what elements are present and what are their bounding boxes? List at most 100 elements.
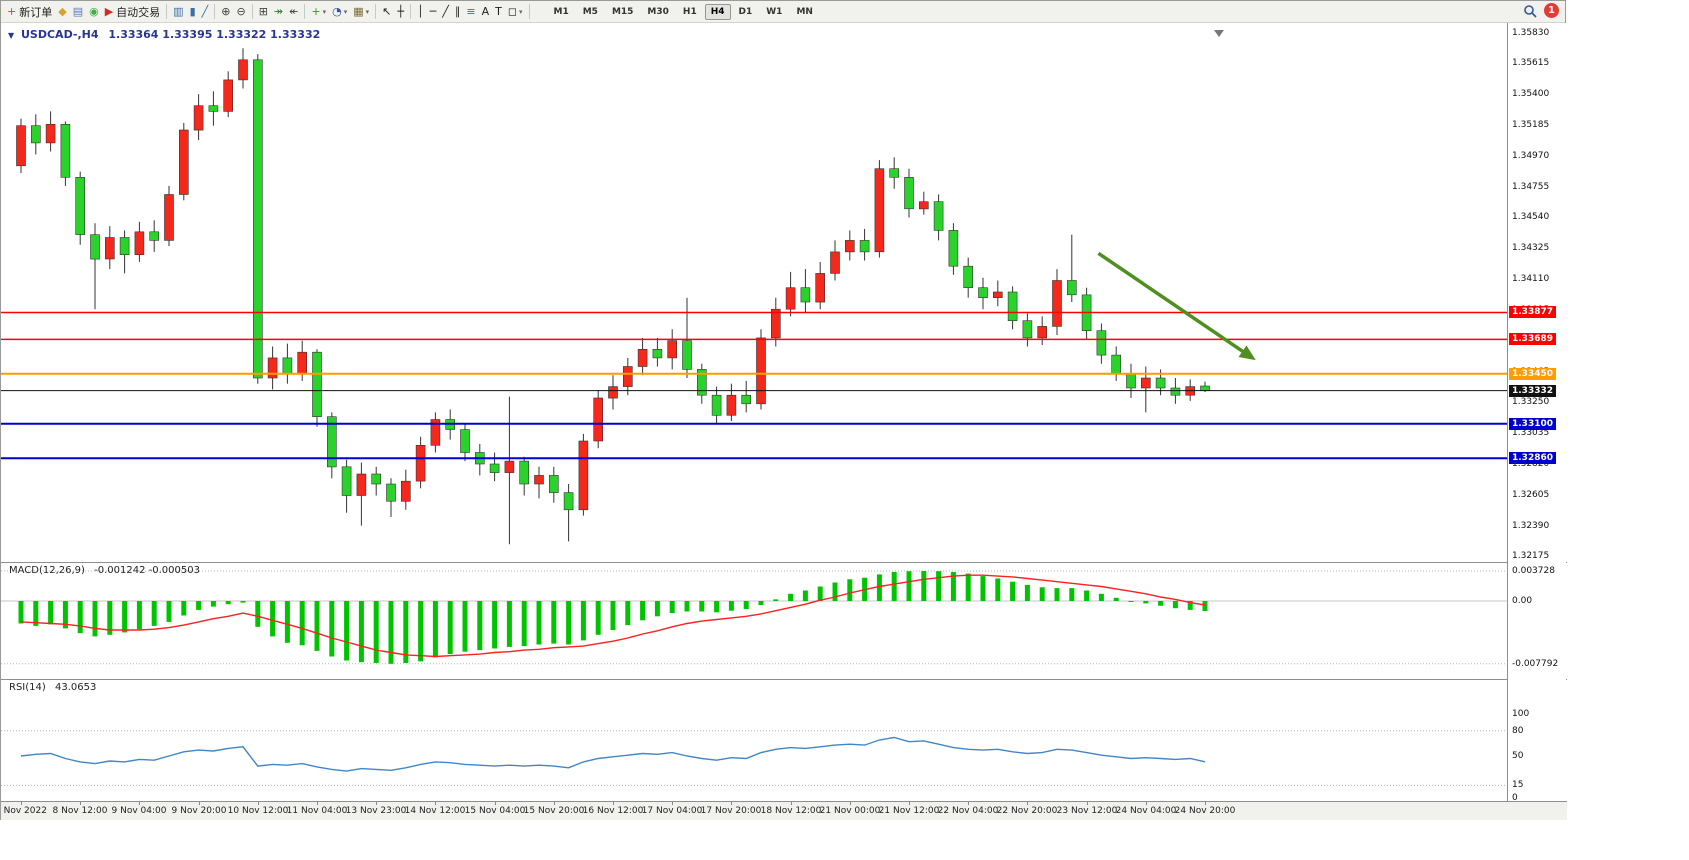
templates-button[interactable]: ▦ ▾ bbox=[350, 3, 372, 21]
timeframe-mn-button[interactable]: MN bbox=[796, 6, 813, 17]
time-axis-label: 9 Nov 04:00 bbox=[111, 806, 167, 816]
crosshair-tool-button[interactable]: ┼ bbox=[394, 3, 407, 21]
timeframe-w1-button[interactable]: W1 bbox=[766, 6, 783, 17]
price-axis-label: 1.33035 bbox=[1512, 428, 1550, 439]
timeframe-m1-button[interactable]: M1 bbox=[553, 6, 569, 17]
candle-down bbox=[889, 168, 900, 178]
macd-histogram-bar bbox=[669, 601, 675, 614]
fibonacci-tool-icon: ≡ bbox=[466, 5, 476, 18]
time-axis-label: 14 Nov 12:00 bbox=[404, 806, 466, 816]
macd-histogram-bar bbox=[1054, 588, 1060, 601]
vertical-line-tool-button[interactable]: │ bbox=[414, 3, 427, 21]
candle-down bbox=[563, 492, 574, 511]
zoom-out-button[interactable]: ⊖ bbox=[233, 3, 248, 21]
macd-panel-canvas[interactable] bbox=[1, 563, 1507, 679]
candle-up bbox=[815, 273, 826, 303]
macd-histogram-bar bbox=[462, 601, 468, 652]
pane-separator[interactable] bbox=[1, 562, 1567, 563]
periods-button[interactable]: ◔ ▾ bbox=[329, 3, 350, 21]
candle-down bbox=[1007, 291, 1018, 322]
chart-dropdown-icon[interactable]: ▼ bbox=[8, 31, 15, 40]
macd-histogram-bar bbox=[654, 601, 660, 617]
channel-tool-button[interactable]: ∥ bbox=[452, 3, 464, 21]
macd-histogram-bar bbox=[1084, 590, 1090, 601]
autotrading-button[interactable]: ▶ 自动交易 bbox=[102, 3, 163, 21]
dropdown-caret-icon: ▾ bbox=[322, 7, 327, 16]
candle-down bbox=[933, 201, 944, 231]
candlestick-chart-button[interactable]: ▮ bbox=[187, 3, 199, 21]
timeframe-m15-button[interactable]: M15 bbox=[611, 6, 634, 17]
timeframe-m5-button[interactable]: M5 bbox=[582, 6, 598, 17]
horizontal-line-tool-button[interactable]: ─ bbox=[427, 3, 440, 21]
trendline-tool-button[interactable]: ╱ bbox=[439, 3, 452, 21]
chart-shift-marker[interactable] bbox=[1214, 30, 1224, 37]
trendline-tool-icon: ╱ bbox=[442, 5, 449, 18]
candle-up bbox=[45, 124, 56, 144]
timeframe-m30-button[interactable]: M30 bbox=[647, 6, 669, 17]
time-axis-label: 7 Nov 2022 bbox=[0, 806, 47, 816]
support-line-1-badge: 1.33100 bbox=[1509, 417, 1556, 430]
zoom-in-button[interactable]: ⊕ bbox=[218, 3, 233, 21]
timeframe-d1-button[interactable]: D1 bbox=[738, 6, 753, 17]
rsi-value: 43.0653 bbox=[54, 682, 97, 693]
bar-chart-button[interactable]: ▥ bbox=[170, 3, 186, 21]
rsi-axis-label: 80 bbox=[1512, 726, 1524, 736]
auto-scroll-button[interactable]: ↠ bbox=[271, 3, 286, 21]
timeframe-h4-button[interactable]: H4 bbox=[704, 3, 731, 20]
macd-histogram-bar bbox=[1113, 597, 1119, 601]
time-axis-label: 10 Nov 12:00 bbox=[227, 806, 289, 816]
candle-up bbox=[534, 475, 544, 485]
rsi-axis-label: 50 bbox=[1512, 751, 1524, 761]
macd-histogram-bar bbox=[580, 601, 586, 641]
candle-down bbox=[282, 357, 293, 374]
rsi-panel-canvas[interactable] bbox=[1, 680, 1507, 800]
candle-up bbox=[1141, 377, 1151, 389]
time-axis-tick bbox=[376, 802, 377, 805]
dropdown-caret-icon: ▾ bbox=[343, 7, 348, 16]
autotrading-button-label: 自动交易 bbox=[116, 5, 161, 19]
price-axis-label: 1.34325 bbox=[1512, 243, 1550, 254]
profiles-button[interactable]: ▤ bbox=[70, 3, 86, 21]
macd-histogram-bar bbox=[255, 601, 261, 627]
indicators-button[interactable]: + ▾ bbox=[308, 3, 329, 21]
time-axis-tick bbox=[672, 802, 673, 805]
macd-histogram-bar bbox=[329, 601, 335, 657]
chart-shift-button[interactable]: ↞ bbox=[286, 3, 301, 21]
macd-histogram-bar bbox=[758, 601, 764, 605]
arrows-tool-button[interactable]: ◻ ▾ bbox=[505, 3, 526, 21]
search-icon[interactable] bbox=[1523, 4, 1537, 18]
time-axis[interactable]: 7 Nov 2022 8 Nov 12:00 9 Nov 04:00 9 Nov 20… bbox=[0, 801, 1567, 820]
text-label-tool-button[interactable]: T bbox=[492, 3, 505, 21]
price-axis-label: 1.32605 bbox=[1512, 489, 1550, 500]
candle-down bbox=[119, 237, 130, 256]
line-chart-button[interactable]: ╱ bbox=[199, 3, 212, 21]
line-chart-icon: ╱ bbox=[201, 5, 209, 18]
charts-button[interactable]: ◆ bbox=[55, 3, 69, 21]
macd-histogram-bar bbox=[921, 571, 927, 601]
zoom-in-icon: ⊕ bbox=[221, 5, 231, 18]
macd-histogram-bar bbox=[551, 601, 557, 644]
macd-name: MACD(12,26,9) bbox=[9, 565, 85, 576]
macd-axis-label: -0.007792 bbox=[1512, 659, 1559, 669]
macd-histogram-bar bbox=[270, 601, 276, 637]
macd-histogram-bar bbox=[1158, 601, 1164, 606]
main-chart-canvas[interactable] bbox=[1, 23, 1507, 562]
trend-arrow[interactable] bbox=[1097, 251, 1256, 361]
time-axis-label: 13 Nov 23:00 bbox=[345, 806, 407, 816]
fibonacci-tool-button[interactable]: ≡ bbox=[463, 3, 478, 21]
toolbar-separator bbox=[214, 4, 216, 19]
timeframe-h1-button[interactable]: H1 bbox=[682, 6, 697, 17]
text-tool-button[interactable]: A bbox=[479, 3, 493, 21]
market-watch-button[interactable]: ◉ bbox=[86, 3, 102, 21]
candle-down bbox=[1111, 354, 1121, 375]
candle-up bbox=[785, 287, 796, 310]
price-axis-label: 1.32175 bbox=[1512, 551, 1550, 562]
cursor-tool-button[interactable]: ↖ bbox=[379, 3, 394, 21]
pane-separator[interactable] bbox=[1, 679, 1567, 680]
new-order-button[interactable]: + 新订单 bbox=[4, 3, 55, 21]
tile-windows-button[interactable]: ⊞ bbox=[256, 3, 271, 21]
price-axis[interactable]: 0.003728 0.00 -0.007792 100 80 50 15 0 1… bbox=[1507, 23, 1566, 803]
notification-badge[interactable]: 1 bbox=[1544, 3, 1559, 18]
time-axis-tick bbox=[21, 802, 22, 805]
macd-histogram-bar bbox=[1039, 587, 1045, 601]
